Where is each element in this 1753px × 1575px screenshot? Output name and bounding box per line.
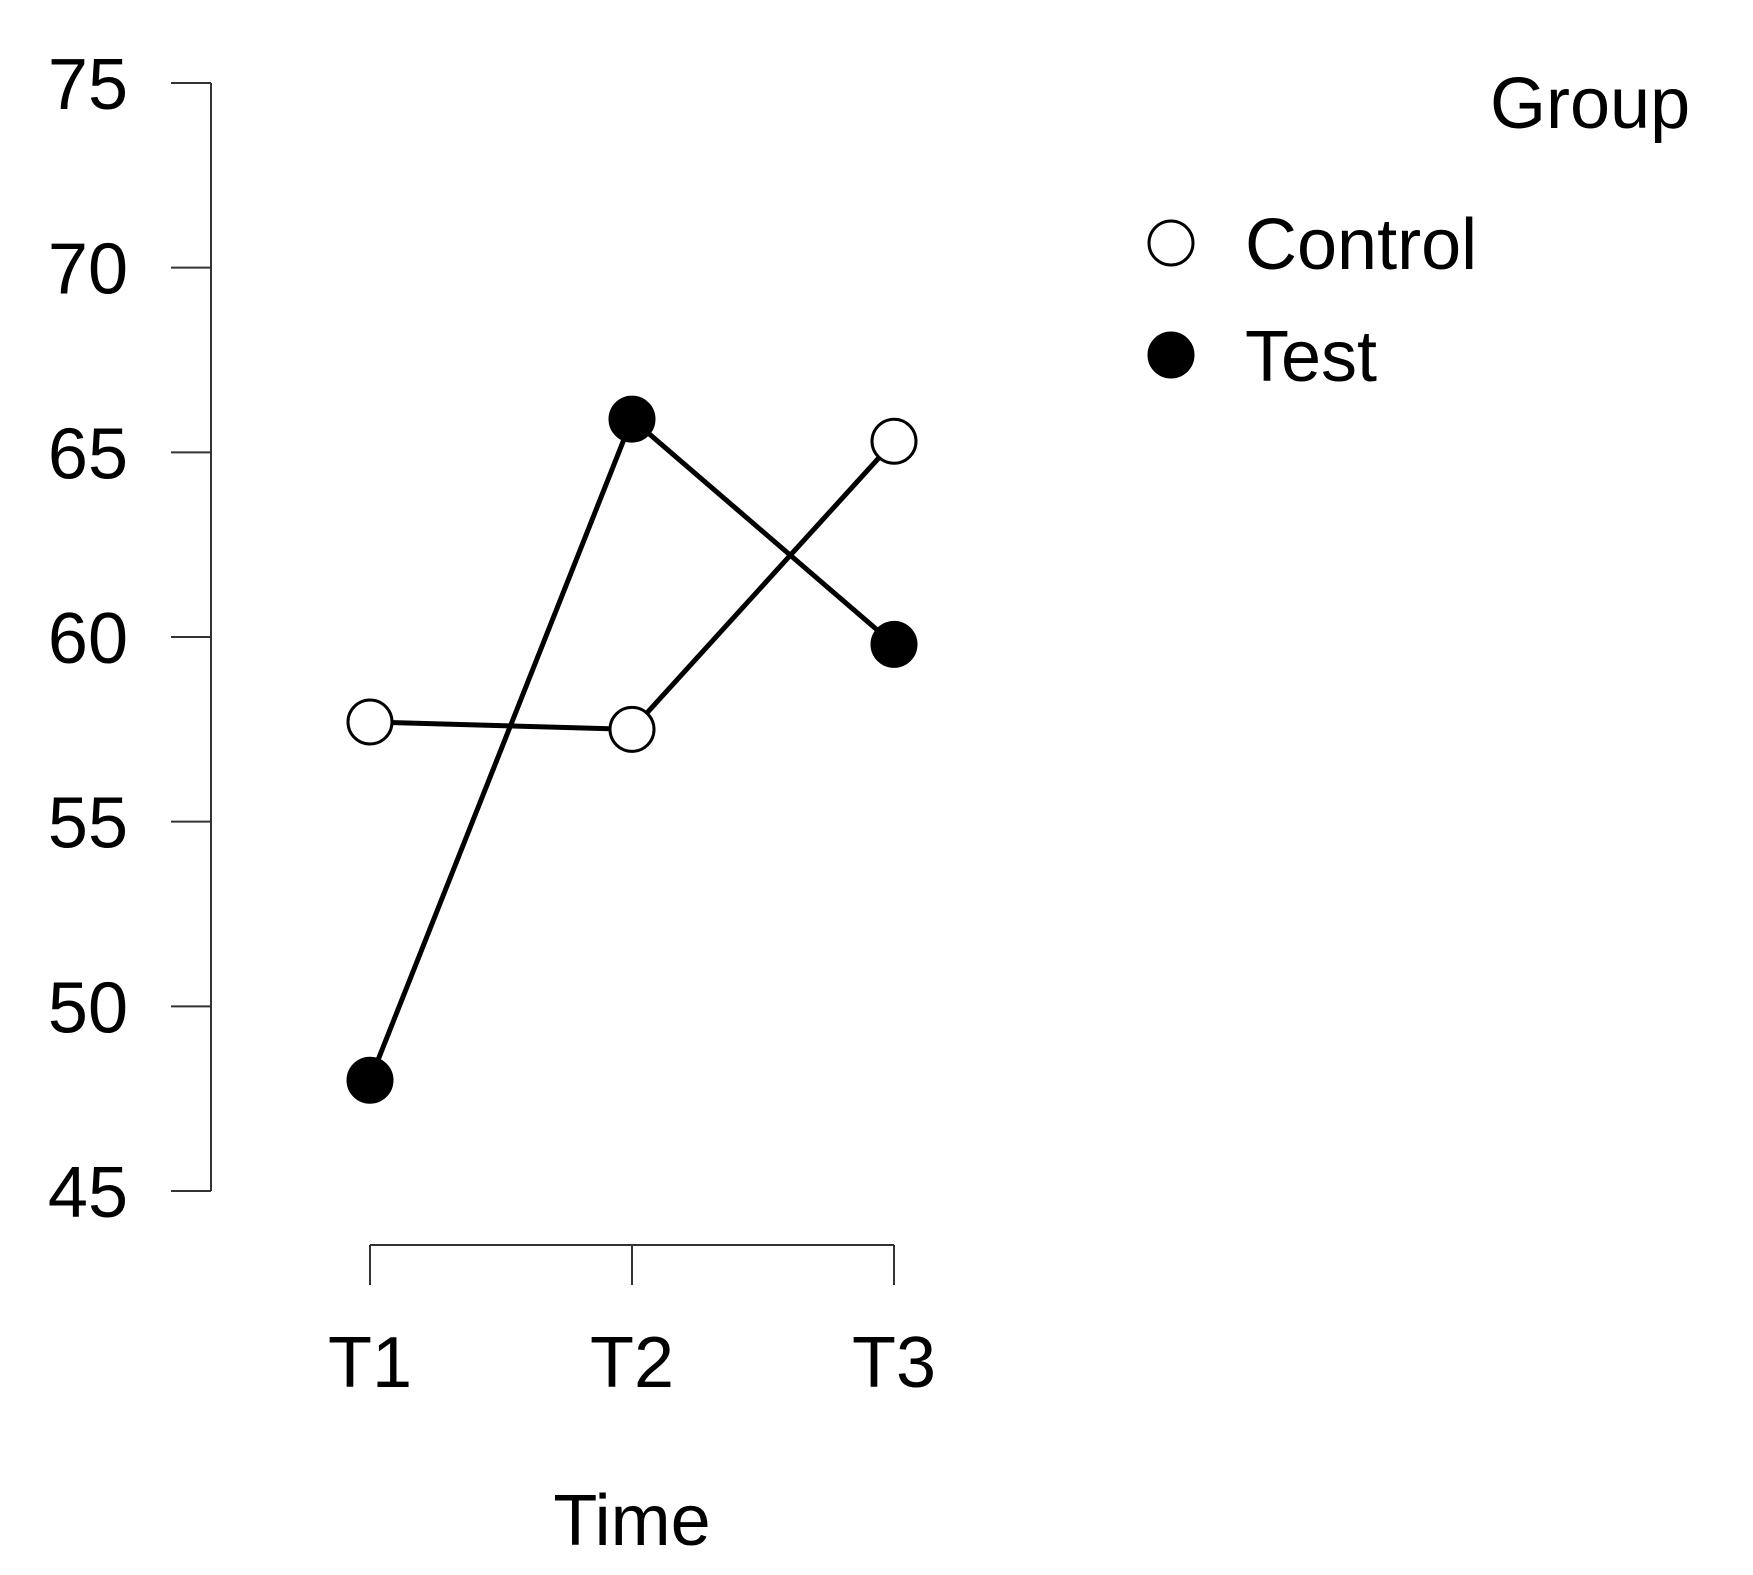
- data-point-control: [346, 698, 394, 746]
- series-line-control: [369, 439, 896, 732]
- data-point-test: [608, 395, 656, 443]
- y-tick-label: 55: [48, 784, 128, 864]
- legend-marker-test: [1147, 331, 1195, 379]
- data-point-control: [608, 705, 656, 753]
- x-axis: T1 T2 T3: [328, 1244, 936, 1403]
- y-tick-label: 70: [48, 230, 128, 310]
- x-axis-title: Time: [553, 1481, 710, 1561]
- data-point-test: [346, 1056, 394, 1104]
- legend-items: Control Test: [1147, 205, 1477, 397]
- legend: Group Control Test: [1147, 64, 1690, 397]
- data-point-test: [870, 620, 918, 668]
- data-point-control: [870, 417, 918, 465]
- y-tick-label: 45: [48, 1153, 128, 1233]
- legend-marker-control: [1147, 219, 1195, 267]
- legend-label-control: Control: [1245, 205, 1477, 285]
- y-tick-label: 75: [48, 45, 128, 125]
- series-layer: [346, 395, 918, 1104]
- y-tick-label: 65: [48, 414, 128, 494]
- x-tick-label: T2: [590, 1323, 674, 1403]
- y-axis: 45 50 55 60 65 70 75: [48, 45, 212, 1233]
- legend-title: Group: [1490, 64, 1690, 144]
- y-tick-label: 60: [48, 599, 128, 679]
- legend-label-test: Test: [1245, 317, 1377, 397]
- x-tick-label: T1: [328, 1323, 412, 1403]
- y-tick-label: 50: [48, 968, 128, 1048]
- x-tick-label: T3: [852, 1323, 936, 1403]
